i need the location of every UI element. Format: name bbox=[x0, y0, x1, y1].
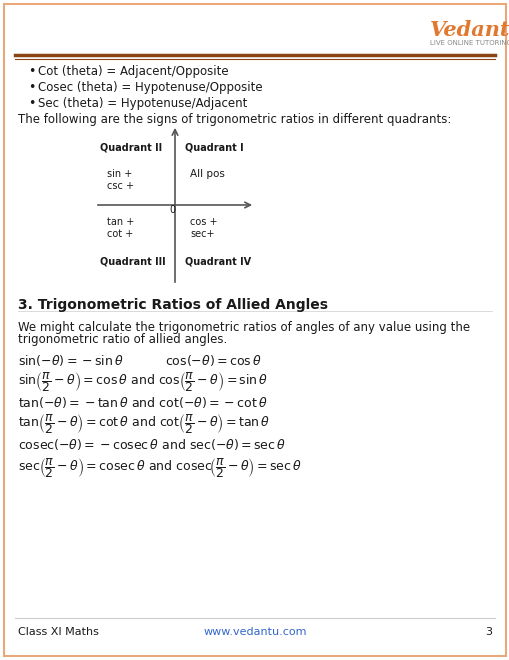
Text: Quadrant IV: Quadrant IV bbox=[185, 257, 250, 267]
Text: tan +: tan + bbox=[107, 217, 134, 227]
Text: Quadrant I: Quadrant I bbox=[185, 142, 243, 152]
Text: $\tan\!\left(\dfrac{\pi}{2}-\theta\right)=\cot\theta\ \text{and}\ \cot\!\left(\d: $\tan\!\left(\dfrac{\pi}{2}-\theta\right… bbox=[18, 412, 270, 436]
Text: LIVE ONLINE TUTORING: LIVE ONLINE TUTORING bbox=[429, 40, 509, 46]
Text: $\sin\!\left(\dfrac{\pi}{2}-\theta\right)=\cos\theta\ \text{and}\ \cos\!\left(\d: $\sin\!\left(\dfrac{\pi}{2}-\theta\right… bbox=[18, 370, 268, 394]
Text: cos +: cos + bbox=[190, 217, 217, 227]
Text: •: • bbox=[28, 65, 35, 79]
Text: Class XI Maths: Class XI Maths bbox=[18, 627, 99, 637]
Text: •: • bbox=[28, 81, 35, 94]
Text: 0: 0 bbox=[168, 205, 175, 215]
Text: $\tan(-\theta) = -\tan\theta\ \text{and}\ \cot(-\theta) = -\cot\theta$: $\tan(-\theta) = -\tan\theta\ \text{and}… bbox=[18, 395, 267, 409]
Polygon shape bbox=[294, 140, 429, 320]
Text: csc +: csc + bbox=[107, 181, 134, 191]
Text: $\text{cosec}(-\theta) = -\text{cosec}\,\theta\ \text{and}\ \sec(-\theta) = \sec: $\text{cosec}(-\theta) = -\text{cosec}\,… bbox=[18, 438, 286, 453]
Text: Cot (theta) = Adjacent/Opposite: Cot (theta) = Adjacent/Opposite bbox=[38, 65, 228, 79]
Text: sin +: sin + bbox=[107, 169, 132, 179]
Text: The following are the signs of trigonometric ratios in different quadrants:: The following are the signs of trigonome… bbox=[18, 114, 450, 127]
Text: Sec (theta) = Hypotenuse/Adjacent: Sec (theta) = Hypotenuse/Adjacent bbox=[38, 98, 247, 110]
Text: •: • bbox=[28, 98, 35, 110]
Text: Quadrant III: Quadrant III bbox=[100, 257, 165, 267]
Text: 3: 3 bbox=[484, 627, 491, 637]
Text: All pos: All pos bbox=[190, 169, 224, 179]
Text: trigonometric ratio of allied angles.: trigonometric ratio of allied angles. bbox=[18, 333, 227, 346]
Text: sec+: sec+ bbox=[190, 229, 214, 239]
Text: Vedantu: Vedantu bbox=[429, 20, 509, 40]
Text: www.vedantu.com: www.vedantu.com bbox=[203, 627, 306, 637]
Text: cot +: cot + bbox=[107, 229, 133, 239]
Text: $\cos(-\theta) = \cos\theta$: $\cos(-\theta) = \cos\theta$ bbox=[165, 352, 261, 368]
Text: 3. Trigonometric Ratios of Allied Angles: 3. Trigonometric Ratios of Allied Angles bbox=[18, 298, 327, 312]
FancyBboxPatch shape bbox=[4, 4, 505, 656]
Text: $\sin(-\theta) = -\sin\theta$: $\sin(-\theta) = -\sin\theta$ bbox=[18, 352, 124, 368]
Text: Quadrant II: Quadrant II bbox=[100, 142, 162, 152]
Polygon shape bbox=[100, 160, 219, 265]
Polygon shape bbox=[349, 140, 484, 320]
Text: Cosec (theta) = Hypotenuse/Opposite: Cosec (theta) = Hypotenuse/Opposite bbox=[38, 81, 262, 94]
Polygon shape bbox=[200, 160, 319, 265]
Text: $\sec\!\left(\dfrac{\pi}{2}-\theta\right)=\text{cosec}\,\theta\ \text{and}\ \tex: $\sec\!\left(\dfrac{\pi}{2}-\theta\right… bbox=[18, 456, 301, 480]
Text: We might calculate the trigonometric ratios of angles of any value using the: We might calculate the trigonometric rat… bbox=[18, 321, 469, 335]
